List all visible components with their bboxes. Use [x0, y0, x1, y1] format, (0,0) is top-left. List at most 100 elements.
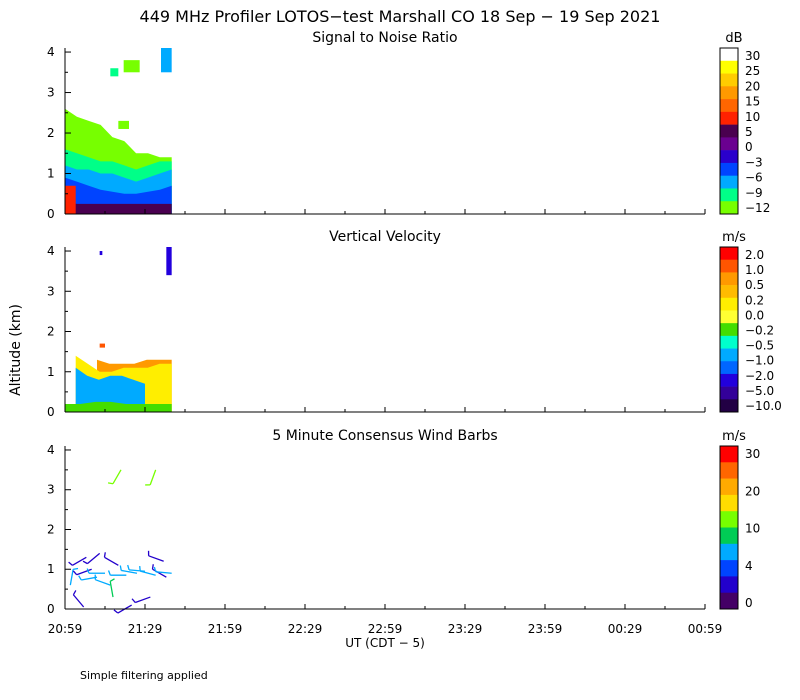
colorbar-swatch [720, 259, 738, 273]
data-layer-negative [75, 367, 145, 412]
y-tick-label: 1 [47, 167, 55, 181]
colorbar-frame [719, 246, 739, 413]
wind-barb [135, 596, 151, 604]
wind-barb-flag [82, 560, 88, 565]
colorbar-swatch [720, 297, 738, 311]
colorbar-label: 2.0 [745, 248, 764, 262]
colorbar-swatch [720, 175, 738, 189]
colorbar-swatch [720, 527, 738, 545]
y-tick-label: 2 [47, 522, 55, 536]
wind-barb [121, 569, 138, 574]
wind-barb-flag [119, 565, 122, 571]
wind-barb-flag [72, 567, 79, 571]
data-patch [99, 343, 105, 348]
wind-barb-flag [72, 570, 78, 576]
colorbar-label: 20 [745, 484, 760, 498]
colorbar-label: −0.2 [745, 324, 774, 338]
colorbar-label: −6 [745, 171, 763, 185]
x-tick-label: 20:59 [48, 622, 83, 636]
colorbar-swatch [720, 543, 738, 561]
colorbar-label: 25 [745, 64, 760, 78]
y-tick-label: 4 [47, 443, 55, 457]
colorbar-swatch [720, 162, 738, 176]
colorbar-swatch [720, 124, 738, 138]
wind-barb [148, 555, 164, 562]
wind-barb-flag [72, 590, 77, 596]
y-tick-label: 0 [47, 602, 55, 616]
colorbar-swatch [720, 188, 738, 202]
y-tick-label: 3 [47, 86, 55, 100]
colorbar-swatch [720, 111, 738, 125]
colorbar-label: −3 [745, 155, 763, 169]
panel-1: Signal to Noise Ratio01234dB302520151050… [47, 30, 770, 221]
panels-group: Signal to Noise Ratio01234dB302520151050… [47, 30, 782, 636]
colorbar-unit: m/s [722, 230, 746, 245]
colorbar-swatch [720, 335, 738, 349]
x-tick-label: 00:59 [688, 622, 723, 636]
data-patch [118, 120, 129, 129]
colorbar-swatch [720, 137, 738, 151]
colorbar-swatch [720, 150, 738, 164]
colorbar-swatch [720, 310, 738, 324]
wind-barb [72, 556, 87, 566]
data-patch [110, 68, 119, 77]
wind-barb [86, 552, 101, 565]
wind-barb [72, 594, 85, 608]
wind-barb-flag [139, 566, 141, 572]
colorbar-label: −9 [745, 186, 763, 200]
x-tick-label: 23:59 [528, 622, 563, 636]
colorbar-label: −1.0 [745, 354, 774, 368]
colorbar-label: −2.0 [745, 369, 774, 383]
data-patch [123, 60, 140, 73]
wind-barb [81, 576, 98, 581]
colorbar-swatch [720, 592, 738, 610]
colorbar-label: 10 [745, 110, 760, 124]
colorbar-label: 1.0 [745, 263, 764, 277]
footnote: Simple filtering applied [80, 669, 208, 682]
colorbar-label: 15 [745, 95, 760, 109]
y-tick-label: 0 [47, 207, 55, 221]
wind-barb [109, 581, 114, 598]
wind-barb [149, 469, 157, 486]
colorbar-swatch [720, 446, 738, 463]
x-tick-label: 00:29 [608, 622, 643, 636]
y-axis-label: Altitude (km) [8, 304, 24, 396]
colorbar-swatch [720, 60, 738, 74]
x-axis-label: UT (CDT − 5) [345, 636, 425, 650]
x-tick-label: 22:29 [288, 622, 323, 636]
y-tick-label: 4 [47, 45, 55, 59]
colorbar-label: 30 [745, 447, 760, 461]
y-tick-label: 1 [47, 562, 55, 576]
colorbar-swatch [720, 373, 738, 387]
colorbar-label: 0.0 [745, 308, 764, 322]
wind-barb-flag [109, 578, 115, 582]
colorbar-label: 0 [745, 596, 753, 610]
x-tick-label: 21:59 [208, 622, 243, 636]
wind-barb [95, 579, 111, 586]
colorbar-swatch [720, 99, 738, 113]
wind-barb-flag [107, 570, 111, 576]
x-tick-label: 22:59 [368, 622, 403, 636]
colorbar-label: 0 [745, 140, 753, 154]
colorbar-label: 10 [745, 522, 760, 536]
colorbar-label: −0.5 [745, 339, 774, 353]
data-patch [99, 251, 103, 256]
colorbar-label: 4 [745, 559, 753, 573]
y-tick-label: 2 [47, 325, 55, 339]
colorbar-swatch [720, 285, 738, 299]
wind-barb-flag [151, 564, 154, 570]
colorbar-label: −5.0 [745, 384, 774, 398]
figure-title: 449 MHz Profiler LOTOS−test Marshall CO … [140, 7, 661, 26]
colorbar-label: 0.2 [745, 293, 764, 307]
wind-barb-flag [103, 552, 106, 558]
colorbar-swatch [720, 48, 738, 62]
wind-barb [112, 469, 122, 485]
colorbar-swatch [720, 201, 738, 215]
colorbar-swatch [720, 511, 738, 528]
colorbar-label: 30 [745, 49, 760, 63]
panel-title: Vertical Velocity [329, 229, 441, 245]
data-layer-red-surface [65, 185, 76, 214]
colorbar-swatch [720, 494, 738, 512]
x-tick-label: 23:29 [448, 622, 483, 636]
